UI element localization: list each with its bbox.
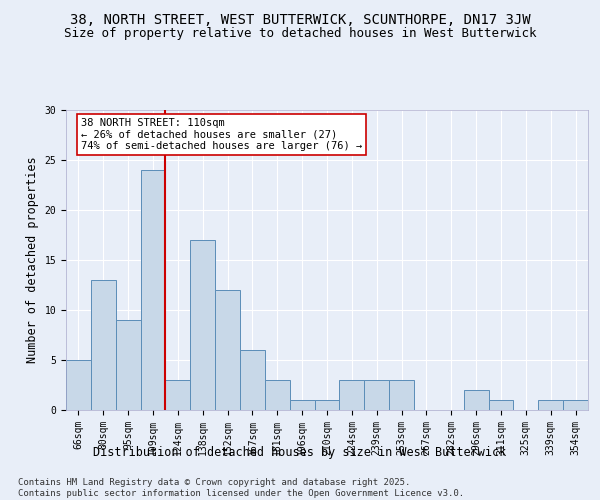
Bar bbox=[265, 380, 290, 410]
Bar bbox=[340, 380, 364, 410]
Bar bbox=[464, 390, 488, 410]
Bar bbox=[290, 400, 314, 410]
Bar bbox=[240, 350, 265, 410]
Bar bbox=[389, 380, 414, 410]
Bar bbox=[66, 360, 91, 410]
Bar bbox=[190, 240, 215, 410]
Bar bbox=[215, 290, 240, 410]
Bar bbox=[488, 400, 514, 410]
Bar bbox=[166, 380, 190, 410]
Bar bbox=[314, 400, 340, 410]
Bar bbox=[91, 280, 116, 410]
Text: Contains HM Land Registry data © Crown copyright and database right 2025.
Contai: Contains HM Land Registry data © Crown c… bbox=[18, 478, 464, 498]
Text: Distribution of detached houses by size in West Butterwick: Distribution of detached houses by size … bbox=[94, 446, 506, 459]
Bar bbox=[140, 170, 166, 410]
Bar bbox=[364, 380, 389, 410]
Text: 38 NORTH STREET: 110sqm
← 26% of detached houses are smaller (27)
74% of semi-de: 38 NORTH STREET: 110sqm ← 26% of detache… bbox=[81, 118, 362, 151]
Text: Size of property relative to detached houses in West Butterwick: Size of property relative to detached ho… bbox=[64, 28, 536, 40]
Bar bbox=[116, 320, 140, 410]
Text: 38, NORTH STREET, WEST BUTTERWICK, SCUNTHORPE, DN17 3JW: 38, NORTH STREET, WEST BUTTERWICK, SCUNT… bbox=[70, 12, 530, 26]
Bar bbox=[563, 400, 588, 410]
Y-axis label: Number of detached properties: Number of detached properties bbox=[26, 156, 39, 364]
Bar bbox=[538, 400, 563, 410]
